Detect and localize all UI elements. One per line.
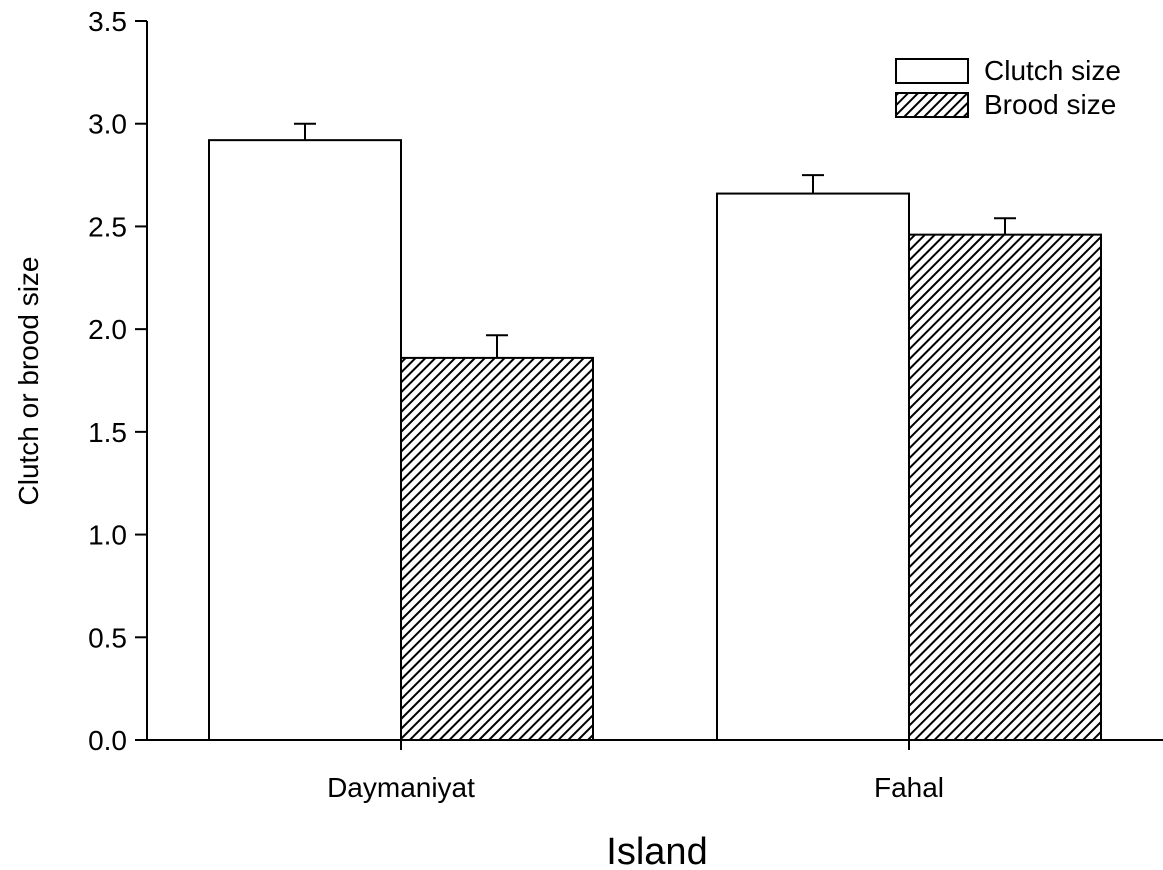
y-tick-label: 1.0 bbox=[88, 520, 127, 551]
x-tick-label: Fahal bbox=[874, 772, 944, 803]
y-tick-label: 3.5 bbox=[88, 6, 127, 37]
y-tick-label: 0.5 bbox=[88, 622, 127, 653]
y-tick-label: 1.5 bbox=[88, 417, 127, 448]
y-tick-label: 0.0 bbox=[88, 725, 127, 756]
x-axis-title: Island bbox=[606, 831, 707, 870]
bar-brood-size-fahal bbox=[908, 233, 1102, 741]
legend-label: Clutch size bbox=[984, 55, 1121, 86]
y-tick-label: 2.0 bbox=[88, 314, 127, 345]
y-ticks: 0.0 0.5 1.0 1.5 2.0 2.5 3.0 3.5 bbox=[88, 6, 147, 756]
x-tick-label: Daymaniyat bbox=[327, 772, 475, 803]
bar-clutch-size-fahal bbox=[716, 192, 910, 741]
legend-swatch bbox=[895, 58, 969, 84]
bar-brood-size-daymaniyat bbox=[400, 356, 594, 741]
legend-label: Brood size bbox=[984, 89, 1116, 120]
y-tick-label: 2.5 bbox=[88, 211, 127, 242]
x-ticks: Daymaniyat Fahal bbox=[327, 740, 944, 803]
bars-layer bbox=[208, 139, 1102, 742]
y-tick-label: 3.0 bbox=[88, 109, 127, 140]
legend-swatch bbox=[895, 92, 969, 118]
bar-clutch-size-daymaniyat bbox=[208, 139, 402, 742]
error-bars-layer bbox=[294, 122, 1016, 358]
y-axis-title: Clutch or brood size bbox=[13, 256, 44, 505]
axes bbox=[146, 21, 1163, 741]
